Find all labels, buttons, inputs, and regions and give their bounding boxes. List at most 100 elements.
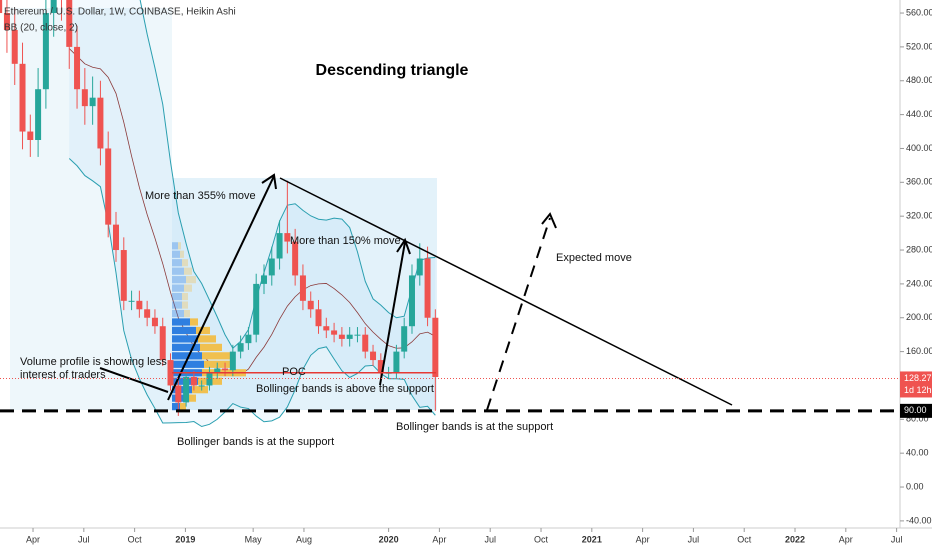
annotation: Expected move (556, 252, 632, 264)
x-tick-label: Apr (432, 534, 446, 544)
candle-body (11, 29, 18, 64)
y-tick-label: -40.00 (906, 515, 932, 525)
volume-down (182, 301, 188, 309)
annotation: Bollinger bands is at the support (177, 436, 334, 448)
y-tick-label: 320.00 (906, 211, 932, 221)
annotation: POC (282, 366, 306, 378)
candle-body (222, 368, 229, 371)
candle-body (424, 258, 431, 318)
volume-down (182, 259, 188, 267)
x-tick-label: Jul (891, 534, 903, 544)
y-tick-label: 480.00 (906, 75, 932, 85)
x-tick-label: Oct (128, 534, 143, 544)
candle-body (97, 97, 104, 149)
annotation: Bollinger bands is at the support (396, 421, 553, 433)
support-label: 90.00 (904, 405, 927, 415)
volume-up (172, 343, 200, 351)
chart-title: Descending triangle (316, 62, 469, 79)
y-tick-label: 80.00 (906, 414, 929, 424)
candle-body (190, 376, 197, 386)
y-tick-label: 280.00 (906, 244, 932, 254)
volume-up (172, 335, 198, 343)
candle-body (112, 224, 119, 251)
candle-body (292, 241, 299, 276)
annotation: More than 150% move (290, 235, 401, 247)
candle-body (346, 334, 353, 339)
volume-down (198, 335, 216, 343)
y-tick-label: 440.00 (906, 109, 932, 119)
volume-up (172, 301, 182, 309)
bb-upper (139, 0, 436, 350)
y-tick-label: 520.00 (906, 41, 932, 51)
arrow (167, 175, 275, 401)
triangle-line (279, 177, 733, 406)
candle-body (323, 326, 330, 331)
arrow (379, 241, 406, 386)
support-box (900, 403, 932, 418)
x-tick-label: Oct (534, 534, 549, 544)
candle-body (19, 63, 26, 132)
y-tick-label: 160.00 (906, 346, 932, 356)
candle-body (284, 233, 291, 242)
candle-body (276, 233, 283, 259)
candle-body (175, 385, 182, 403)
candle-body (214, 368, 221, 373)
candle-body (167, 360, 174, 386)
candle-body (393, 351, 400, 373)
x-tick-label: Apr (839, 534, 853, 544)
volume-down (204, 360, 234, 368)
volume-up (172, 386, 192, 394)
volume-down (202, 352, 230, 360)
drawings (99, 173, 733, 411)
x-tick-label: Oct (737, 534, 752, 544)
countdown: 1d 12h (904, 385, 932, 395)
candle-body (331, 330, 338, 335)
y-tick-label: 400.00 (906, 143, 932, 153)
annotation: interest of traders (20, 369, 106, 381)
x-tick-label: Jul (484, 534, 496, 544)
candle-body (299, 275, 306, 301)
x-tick-label: 2020 (379, 534, 399, 544)
y-tick-label: 360.00 (906, 177, 932, 187)
candle-body (253, 283, 260, 335)
expected-arrow (486, 217, 551, 411)
arrow-head (396, 237, 411, 255)
candle-body (159, 326, 166, 361)
bb-fill (69, 0, 436, 427)
bb-basis (68, 48, 436, 377)
candle-body (237, 343, 244, 352)
volume-down (186, 394, 196, 402)
candle-body (105, 148, 112, 225)
volume-down (200, 343, 222, 351)
volume-down (192, 386, 208, 394)
volume-down (180, 250, 184, 258)
x-tick-label: 2019 (175, 534, 195, 544)
candle-body (377, 360, 384, 373)
candle-body (128, 300, 135, 302)
volume-down (196, 326, 210, 335)
volume-down (186, 276, 196, 284)
candle-body (42, 13, 49, 90)
volume-up (172, 403, 180, 411)
volume-up (172, 276, 186, 284)
candle-body (268, 258, 275, 276)
volume-up (172, 360, 204, 368)
candle-body (229, 351, 236, 371)
x-tick-label: Aug (296, 534, 312, 544)
candle-body (35, 89, 42, 140)
candle-body (27, 131, 34, 140)
arrow-head (261, 173, 277, 190)
candle-body (416, 258, 423, 276)
candle-body (432, 317, 439, 377)
candle-body (89, 97, 96, 107)
header: Ethereum / U.S. Dollar, 1W, COINBASE, He… (4, 7, 236, 18)
volume-down (178, 242, 181, 250)
candle-body (0, 0, 3, 14)
candle-body (408, 275, 415, 327)
candle-body (245, 334, 252, 344)
volume-down (182, 292, 188, 301)
x-tick-label: Apr (636, 534, 650, 544)
volume-down (184, 284, 192, 292)
candle-body (206, 372, 213, 386)
